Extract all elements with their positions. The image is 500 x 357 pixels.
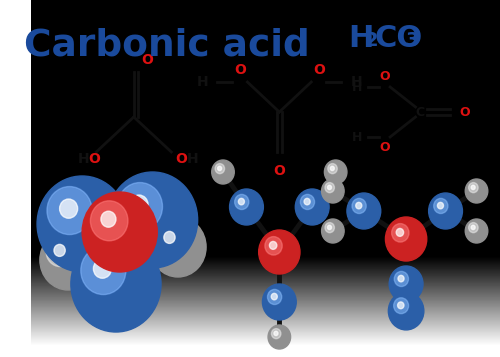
Text: O: O xyxy=(379,70,390,83)
Circle shape xyxy=(394,271,408,287)
Text: O: O xyxy=(274,164,285,178)
Circle shape xyxy=(164,231,175,243)
Circle shape xyxy=(71,236,161,332)
Circle shape xyxy=(466,219,488,243)
Circle shape xyxy=(471,225,475,230)
Text: O: O xyxy=(234,63,246,77)
Circle shape xyxy=(101,211,116,227)
Text: CO: CO xyxy=(374,24,422,53)
Circle shape xyxy=(328,225,332,230)
Circle shape xyxy=(274,331,278,336)
Circle shape xyxy=(81,247,126,295)
Circle shape xyxy=(40,230,96,290)
Circle shape xyxy=(325,182,334,193)
Circle shape xyxy=(234,195,249,210)
Circle shape xyxy=(325,223,334,233)
Text: H: H xyxy=(78,152,89,166)
Circle shape xyxy=(434,198,448,213)
Circle shape xyxy=(94,259,112,278)
Circle shape xyxy=(268,290,281,305)
Circle shape xyxy=(82,192,158,272)
Circle shape xyxy=(347,193,380,229)
Text: O: O xyxy=(142,53,153,67)
Text: H: H xyxy=(350,75,362,89)
Text: O: O xyxy=(175,152,187,166)
Circle shape xyxy=(272,328,281,339)
Circle shape xyxy=(130,195,148,214)
Circle shape xyxy=(108,172,198,268)
Circle shape xyxy=(389,266,423,302)
Circle shape xyxy=(438,202,444,209)
Circle shape xyxy=(296,189,329,225)
Circle shape xyxy=(386,217,427,261)
Circle shape xyxy=(352,198,366,213)
Circle shape xyxy=(328,185,332,190)
Text: O: O xyxy=(313,63,324,77)
Circle shape xyxy=(60,199,78,218)
Text: 2: 2 xyxy=(365,31,378,50)
Circle shape xyxy=(150,217,206,277)
Circle shape xyxy=(322,219,344,243)
Circle shape xyxy=(37,176,127,272)
Circle shape xyxy=(466,179,488,203)
Circle shape xyxy=(46,237,74,267)
Circle shape xyxy=(258,230,300,274)
Circle shape xyxy=(398,275,404,282)
Circle shape xyxy=(471,185,475,190)
Circle shape xyxy=(265,237,282,255)
Circle shape xyxy=(328,164,338,174)
Circle shape xyxy=(262,284,296,320)
Circle shape xyxy=(118,182,162,231)
Circle shape xyxy=(230,189,264,225)
Circle shape xyxy=(238,198,244,205)
Text: O: O xyxy=(88,152,101,166)
Circle shape xyxy=(90,201,128,241)
Circle shape xyxy=(468,223,478,233)
Text: H: H xyxy=(196,75,208,89)
Circle shape xyxy=(54,245,65,256)
Text: H: H xyxy=(348,24,374,53)
Text: O: O xyxy=(379,141,390,154)
Text: O: O xyxy=(460,106,470,119)
Circle shape xyxy=(322,179,344,203)
Circle shape xyxy=(330,166,334,171)
Circle shape xyxy=(398,302,404,309)
Text: H: H xyxy=(352,80,362,94)
Circle shape xyxy=(356,202,362,209)
Circle shape xyxy=(304,198,310,205)
Text: H: H xyxy=(352,131,362,144)
Circle shape xyxy=(270,241,277,249)
Circle shape xyxy=(396,228,404,236)
Text: H: H xyxy=(186,152,198,166)
Circle shape xyxy=(215,164,224,174)
Circle shape xyxy=(218,166,222,171)
Circle shape xyxy=(212,160,234,184)
Circle shape xyxy=(468,182,478,193)
Circle shape xyxy=(47,187,92,235)
Circle shape xyxy=(428,193,462,229)
Text: 3: 3 xyxy=(406,31,419,50)
Circle shape xyxy=(324,160,347,184)
Circle shape xyxy=(156,223,184,253)
Circle shape xyxy=(388,292,424,330)
Text: C: C xyxy=(416,106,424,119)
Text: Carbonic acid: Carbonic acid xyxy=(24,27,310,63)
Circle shape xyxy=(394,298,408,314)
Circle shape xyxy=(268,325,290,349)
Circle shape xyxy=(300,195,314,210)
Circle shape xyxy=(392,223,409,242)
Circle shape xyxy=(271,293,278,300)
